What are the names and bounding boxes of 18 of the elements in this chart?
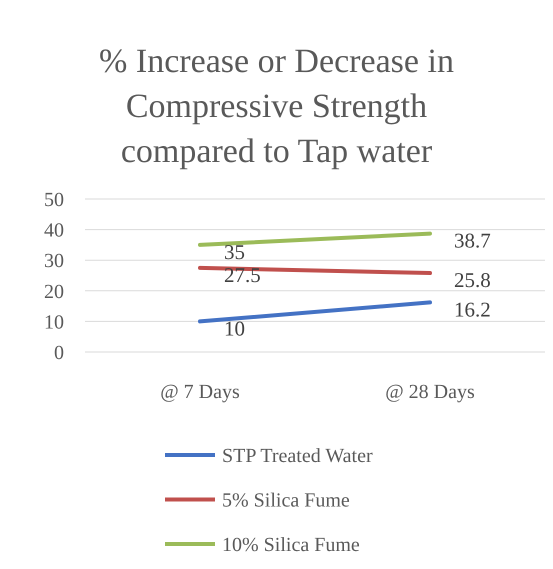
y-tick-label: 0 — [54, 342, 64, 364]
y-tick-label: 10 — [44, 311, 64, 334]
chart-title: % Increase or Decrease in Compressive Strength compared to Tap water — [99, 43, 454, 170]
data-label: 35 — [224, 240, 245, 264]
legend-label: 5% Silica Fume — [222, 490, 350, 512]
legend-label: 10% Silica Fume — [222, 534, 360, 556]
x-tick-label: @ 7 Days — [160, 381, 240, 403]
y-tick-label: 30 — [44, 250, 64, 272]
y-tick-label: 40 — [44, 220, 64, 242]
y-tick-label: 50 — [44, 189, 64, 211]
data-label: 16.2 — [454, 297, 491, 322]
legend-label: STP Treated Water — [222, 445, 373, 467]
y-tick-label: 20 — [44, 280, 64, 303]
data-label: 25.8 — [454, 268, 491, 292]
data-label: 38.7 — [454, 228, 491, 253]
data-label: 10 — [224, 316, 245, 340]
data-label: 27.5 — [224, 262, 261, 287]
x-tick-label: @ 28 Days — [385, 381, 475, 403]
